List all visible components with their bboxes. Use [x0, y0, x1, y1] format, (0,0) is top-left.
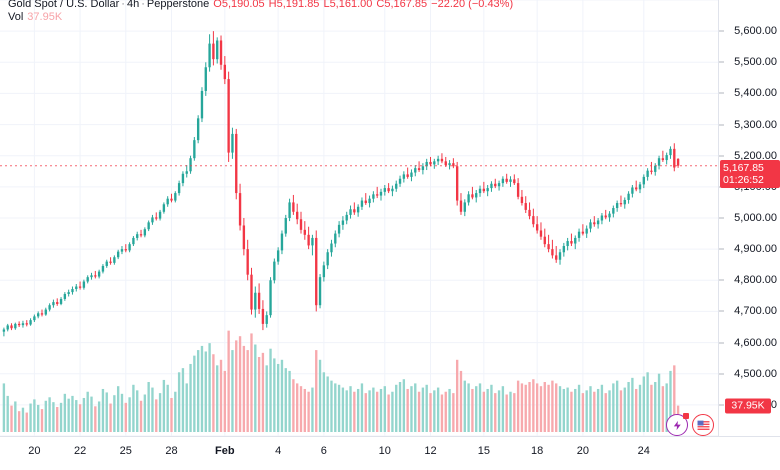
- current-price-badge[interactable]: 5,167.85 01:26:52: [720, 159, 780, 188]
- price-tick-dash: [719, 342, 724, 344]
- time-tick-label: 25: [119, 445, 132, 457]
- time-tick-label: 22: [73, 445, 87, 457]
- price-tick-label: 5,200.00: [734, 149, 777, 162]
- flag-icon: [697, 419, 709, 431]
- price-tick-label: 5,500.00: [734, 56, 777, 69]
- price-line-overlay: [0, 165, 718, 167]
- volume-value-badge[interactable]: 37.95K: [725, 398, 771, 414]
- time-tick-label: 20: [576, 445, 589, 457]
- price-tick-dash: [719, 30, 724, 32]
- price-tick-dash: [719, 373, 724, 375]
- time-tick-label: 15: [477, 445, 490, 457]
- price-tick-label: 4,800.00: [734, 274, 777, 287]
- price-tick-dash: [719, 404, 724, 406]
- time-tick-label: 4: [275, 445, 282, 457]
- time-tick-label: Feb: [215, 445, 235, 457]
- price-tick-label: 4,700.00: [734, 305, 777, 318]
- price-tick-label: 5,600.00: [734, 25, 777, 38]
- time-tick-label: 18: [531, 445, 544, 457]
- grid-layer: [0, 0, 718, 436]
- candlestick-series-layer: [2, 31, 680, 432]
- price-tick-dash: [719, 155, 724, 157]
- chart-plot-area[interactable]: [0, 0, 718, 436]
- zap-icon: [673, 420, 681, 430]
- time-tick-label: 12: [424, 445, 437, 457]
- alert-badge-dot: [683, 413, 689, 419]
- alert-zap-button[interactable]: [666, 413, 689, 436]
- time-tick-label: 28: [165, 445, 178, 457]
- time-axis[interactable]: 20 22 25 28 Feb 4 6 10 12 15 18 20 24: [0, 436, 780, 470]
- price-tick-label: 4,600.00: [734, 336, 777, 349]
- price-axis[interactable]: 5,600.00 5,500.00 5,400.00 5,300.00 5,200.00…: [718, 0, 780, 436]
- price-tick-dash: [719, 279, 724, 281]
- price-tick-dash: [719, 124, 724, 126]
- price-tick-label: 4,900.00: [734, 243, 777, 256]
- time-tick-label: 20: [28, 445, 41, 457]
- price-tick-dash: [719, 248, 724, 250]
- floating-button-row: [666, 413, 714, 436]
- price-tick-label: 5,300.00: [734, 118, 777, 131]
- current-price-value: 5,167.85: [723, 161, 764, 174]
- price-tick-dash: [719, 217, 724, 219]
- price-tick-dash: [719, 310, 724, 312]
- price-tick-dash: [719, 61, 724, 63]
- bar-countdown-timer: 01:26:52: [723, 173, 764, 186]
- price-tick-label: 5,400.00: [734, 87, 777, 100]
- price-tick-label: 4,500.00: [734, 367, 777, 380]
- time-tick-label: 6: [320, 445, 327, 457]
- price-tick-dash: [719, 92, 724, 94]
- time-tick-label: 10: [378, 445, 391, 457]
- time-tick-label: 24: [637, 445, 650, 457]
- price-tick-label: 5,000.00: [734, 212, 777, 224]
- us-flag-button[interactable]: [692, 414, 714, 436]
